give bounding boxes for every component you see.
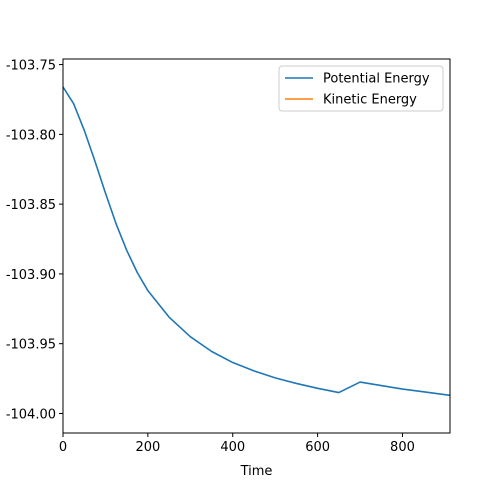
y-tick-label: -103.90 [6, 268, 56, 283]
x-tick-label: 0 [59, 440, 67, 455]
y-tick-label: -103.95 [6, 338, 56, 353]
y-tick-label: -103.75 [6, 59, 56, 74]
legend-box [278, 65, 444, 112]
x-tick-label: 400 [220, 440, 245, 455]
plot-area [63, 86, 450, 397]
legend-label: Potential Energy [323, 72, 430, 87]
y-tick-label: -103.80 [6, 128, 56, 143]
legend-label: Kinetic Energy [323, 93, 417, 108]
legend: Potential Energy Kinetic Energy [278, 65, 444, 112]
x-tick-label: 800 [390, 440, 415, 455]
y-tick-label: -104.00 [6, 407, 56, 422]
x-axis-label: Time [240, 464, 273, 479]
x-tick-label: 600 [305, 440, 330, 455]
series-line-potential-energy [63, 86, 450, 397]
x-tick-label: 200 [135, 440, 160, 455]
axes-frame [62, 58, 451, 434]
axes: 0 200 400 600 800 -104.00 -103.95 -103.90 -103.8… [6, 58, 451, 479]
y-tick-label: -103.85 [6, 198, 56, 213]
